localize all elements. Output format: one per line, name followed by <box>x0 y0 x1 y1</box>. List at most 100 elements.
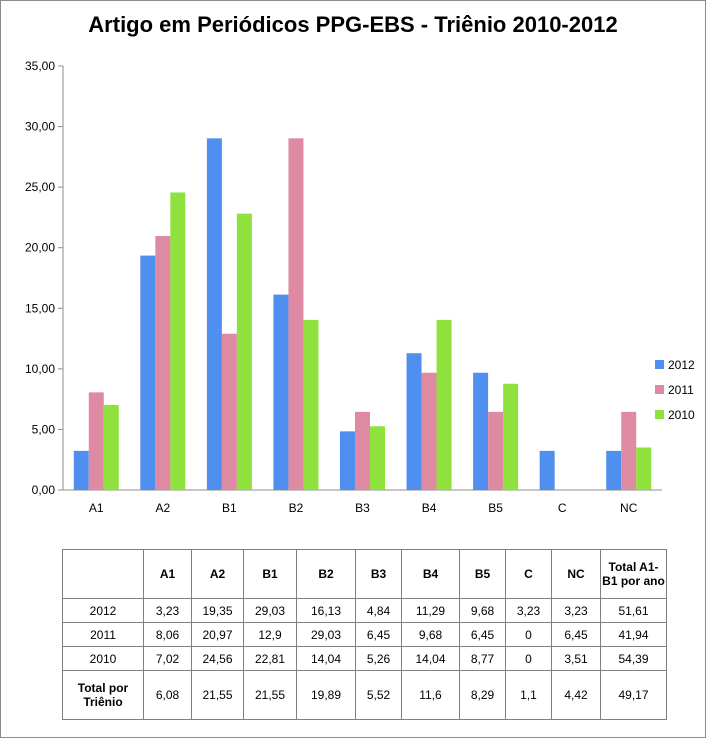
bar-2011-A1 <box>88 392 104 490</box>
table-cell: 6,45 <box>355 622 402 647</box>
table-row-label: Total por Triênio <box>62 670 144 720</box>
table-header-cell: NC <box>551 549 601 599</box>
table-row: Total por Triênio 6,08 21,55 21,55 19,89 5,52… <box>62 670 667 720</box>
table-cell: 24,56 <box>191 646 244 671</box>
table-cell: 6,45 <box>459 622 506 647</box>
table-header-cell: B3 <box>355 549 402 599</box>
y-tick-label: 5,00 <box>32 422 56 436</box>
bar-2012-B5 <box>473 372 489 490</box>
bar-2012-A1 <box>73 450 89 490</box>
table-header-cell: B4 <box>401 549 460 599</box>
table-cell: 3,23 <box>505 598 552 623</box>
table-header-row: A1 A2 B1 B2 B3 B4 B5 C NC Total A1-B1 por ano <box>62 549 667 599</box>
table-cell: 5,26 <box>355 646 402 671</box>
table-corner-cell <box>62 549 144 599</box>
table-row: 2011 8,06 20,97 12,9 29,03 6,45 9,68 6,45 0 6,45 4… <box>62 622 667 647</box>
x-tick-label: B1 <box>222 501 237 515</box>
table-cell: 8,06 <box>143 622 192 647</box>
x-tick-label: B5 <box>488 501 503 515</box>
bar-2012-B2 <box>273 294 289 490</box>
table-cell: 54,39 <box>600 646 667 671</box>
y-tick-label: 15,00 <box>25 301 55 315</box>
table-cell: 7,02 <box>143 646 192 671</box>
bar-2012-B4 <box>406 353 422 490</box>
x-tick-label: B3 <box>355 501 370 515</box>
table-cell: 3,23 <box>143 598 192 623</box>
x-tick-label: A1 <box>89 501 104 515</box>
table-row-label: 2011 <box>62 622 144 647</box>
bar-2011-B3 <box>355 411 370 490</box>
bar-2011-A2 <box>155 235 171 490</box>
bar-2011-B1 <box>221 333 237 490</box>
x-tick-label: C <box>558 501 567 515</box>
table-cell: 4,84 <box>355 598 402 623</box>
table-cell: 21,55 <box>243 670 297 720</box>
table-cell: 12,9 <box>243 622 297 647</box>
x-tick-label: B4 <box>422 501 437 515</box>
bar-2012-B3 <box>340 431 355 490</box>
legend-swatch-2012 <box>655 360 664 369</box>
table-header-cell: Total A1-B1 por ano <box>600 549 667 599</box>
table-cell: 19,35 <box>191 598 244 623</box>
bar-2011-B4 <box>421 372 437 490</box>
table-cell: 6,08 <box>143 670 192 720</box>
table-header-cell: C <box>505 549 552 599</box>
bar-2010-B5 <box>503 383 519 490</box>
table-cell: 3,51 <box>551 646 601 671</box>
y-tick-label: 10,00 <box>25 362 55 376</box>
table-cell: 11,29 <box>401 598 460 623</box>
table-cell: 16,13 <box>296 598 356 623</box>
bar-2012-B1 <box>206 138 222 491</box>
table-body: 2012 3,23 19,35 29,03 16,13 4,84 11,29 9,68 3,23… <box>62 598 667 720</box>
bar-2010-B1 <box>236 213 252 490</box>
table-row: 2012 3,23 19,35 29,03 16,13 4,84 11,29 9,68 3,23… <box>62 598 667 623</box>
table-header-cell: B1 <box>243 549 297 599</box>
bar-2012-A2 <box>140 255 156 490</box>
bar-2010-A1 <box>103 404 119 490</box>
legend-label: 2011 <box>668 383 694 397</box>
legend-swatch-2011 <box>655 385 664 394</box>
table-cell: 14,04 <box>401 646 460 671</box>
table-cell: 5,52 <box>355 670 402 720</box>
table-cell: 8,29 <box>459 670 506 720</box>
bar-2010-NC <box>636 447 652 490</box>
bar-2012-NC <box>606 450 622 490</box>
bar-2010-B3 <box>370 426 385 490</box>
bar-2010-A2 <box>170 192 186 490</box>
legend-label: 2010 <box>668 408 695 422</box>
table-cell: 11,6 <box>401 670 460 720</box>
bar-2010-B4 <box>436 319 452 490</box>
table-cell: 29,03 <box>296 622 356 647</box>
x-tick-label: A2 <box>155 501 170 515</box>
bar-2011-NC <box>621 411 637 490</box>
table-row-label: 2010 <box>62 646 144 671</box>
y-tick-label: 0,00 <box>32 483 56 497</box>
bar-chart: 0,00 5,00 10,00 15,00 20,00 25,00 30,00 35,00 A1… <box>25 59 695 515</box>
table-cell: 8,77 <box>459 646 506 671</box>
table-cell: 19,89 <box>296 670 356 720</box>
table-header-cell: B5 <box>459 549 506 599</box>
table-cell: 9,68 <box>459 598 506 623</box>
bar-2011-B2 <box>288 138 304 491</box>
y-tick-label: 35,00 <box>25 59 55 73</box>
table-cell: 41,94 <box>600 622 667 647</box>
bar-2010-B2 <box>303 319 319 490</box>
table-cell: 51,61 <box>600 598 667 623</box>
table-cell: 20,97 <box>191 622 244 647</box>
table-cell: 3,23 <box>551 598 601 623</box>
table-header-cell: B2 <box>296 549 356 599</box>
summary-table: A1 A2 B1 B2 B3 B4 B5 C NC Total A1-B1 por ano 201… <box>62 549 667 720</box>
bar-2012-C <box>539 450 555 490</box>
table-row: 2010 7,02 24,56 22,81 14,04 5,26 14,04 8,77 0 3,5… <box>62 646 667 671</box>
table-cell: 0 <box>505 622 552 647</box>
table-cell: 21,55 <box>191 670 244 720</box>
table-row-label: 2012 <box>62 598 144 623</box>
y-tick-label: 25,00 <box>25 180 55 194</box>
table-cell: 9,68 <box>401 622 460 647</box>
table-cell: 1,1 <box>505 670 552 720</box>
table-cell: 49,17 <box>600 670 667 720</box>
table-cell: 22,81 <box>243 646 297 671</box>
table-cell: 4,42 <box>551 670 601 720</box>
legend-label: 2012 <box>668 358 695 372</box>
table-cell: 6,45 <box>551 622 601 647</box>
